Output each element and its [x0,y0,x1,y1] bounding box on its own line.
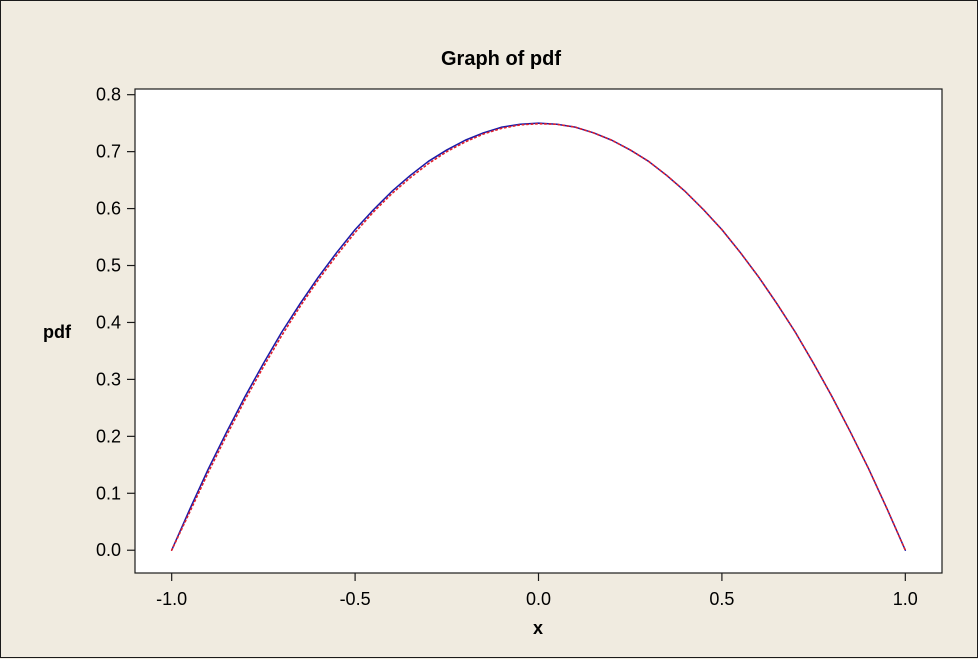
series-layer [170,122,907,552]
x-axis-title: x [533,618,543,638]
x-tick-label: -0.5 [340,589,371,609]
x-tick-label: -1.0 [156,589,187,609]
y-tick-label: 0.5 [96,256,121,276]
chart-title: Graph of pdf [441,48,561,70]
x-tick-label: 0.0 [526,589,551,609]
y-tick-label: 0.6 [96,199,121,219]
y-tick-label: 0.2 [96,426,121,446]
y-tick-label: 0.8 [96,85,121,105]
plot-area [134,88,943,574]
y-tick-label: 0.7 [96,142,121,162]
y-tick-label: 0.1 [96,483,121,503]
y-tick-label: 0.0 [96,540,121,560]
x-tick-label: 0.5 [709,589,734,609]
y-axis-title: pdf [43,322,72,342]
y-tick-label: 0.4 [96,312,121,332]
x-tick-label: 1.0 [893,589,918,609]
y-axis: 0.0 0.1 0.2 0.3 0.4 0.5 0.6 0.7 0.8 [96,85,135,560]
series-line-2 [170,122,907,552]
x-axis: -1.0 -0.5 0.0 0.5 1.0 [156,573,918,609]
y-tick-label: 0.3 [96,369,121,389]
